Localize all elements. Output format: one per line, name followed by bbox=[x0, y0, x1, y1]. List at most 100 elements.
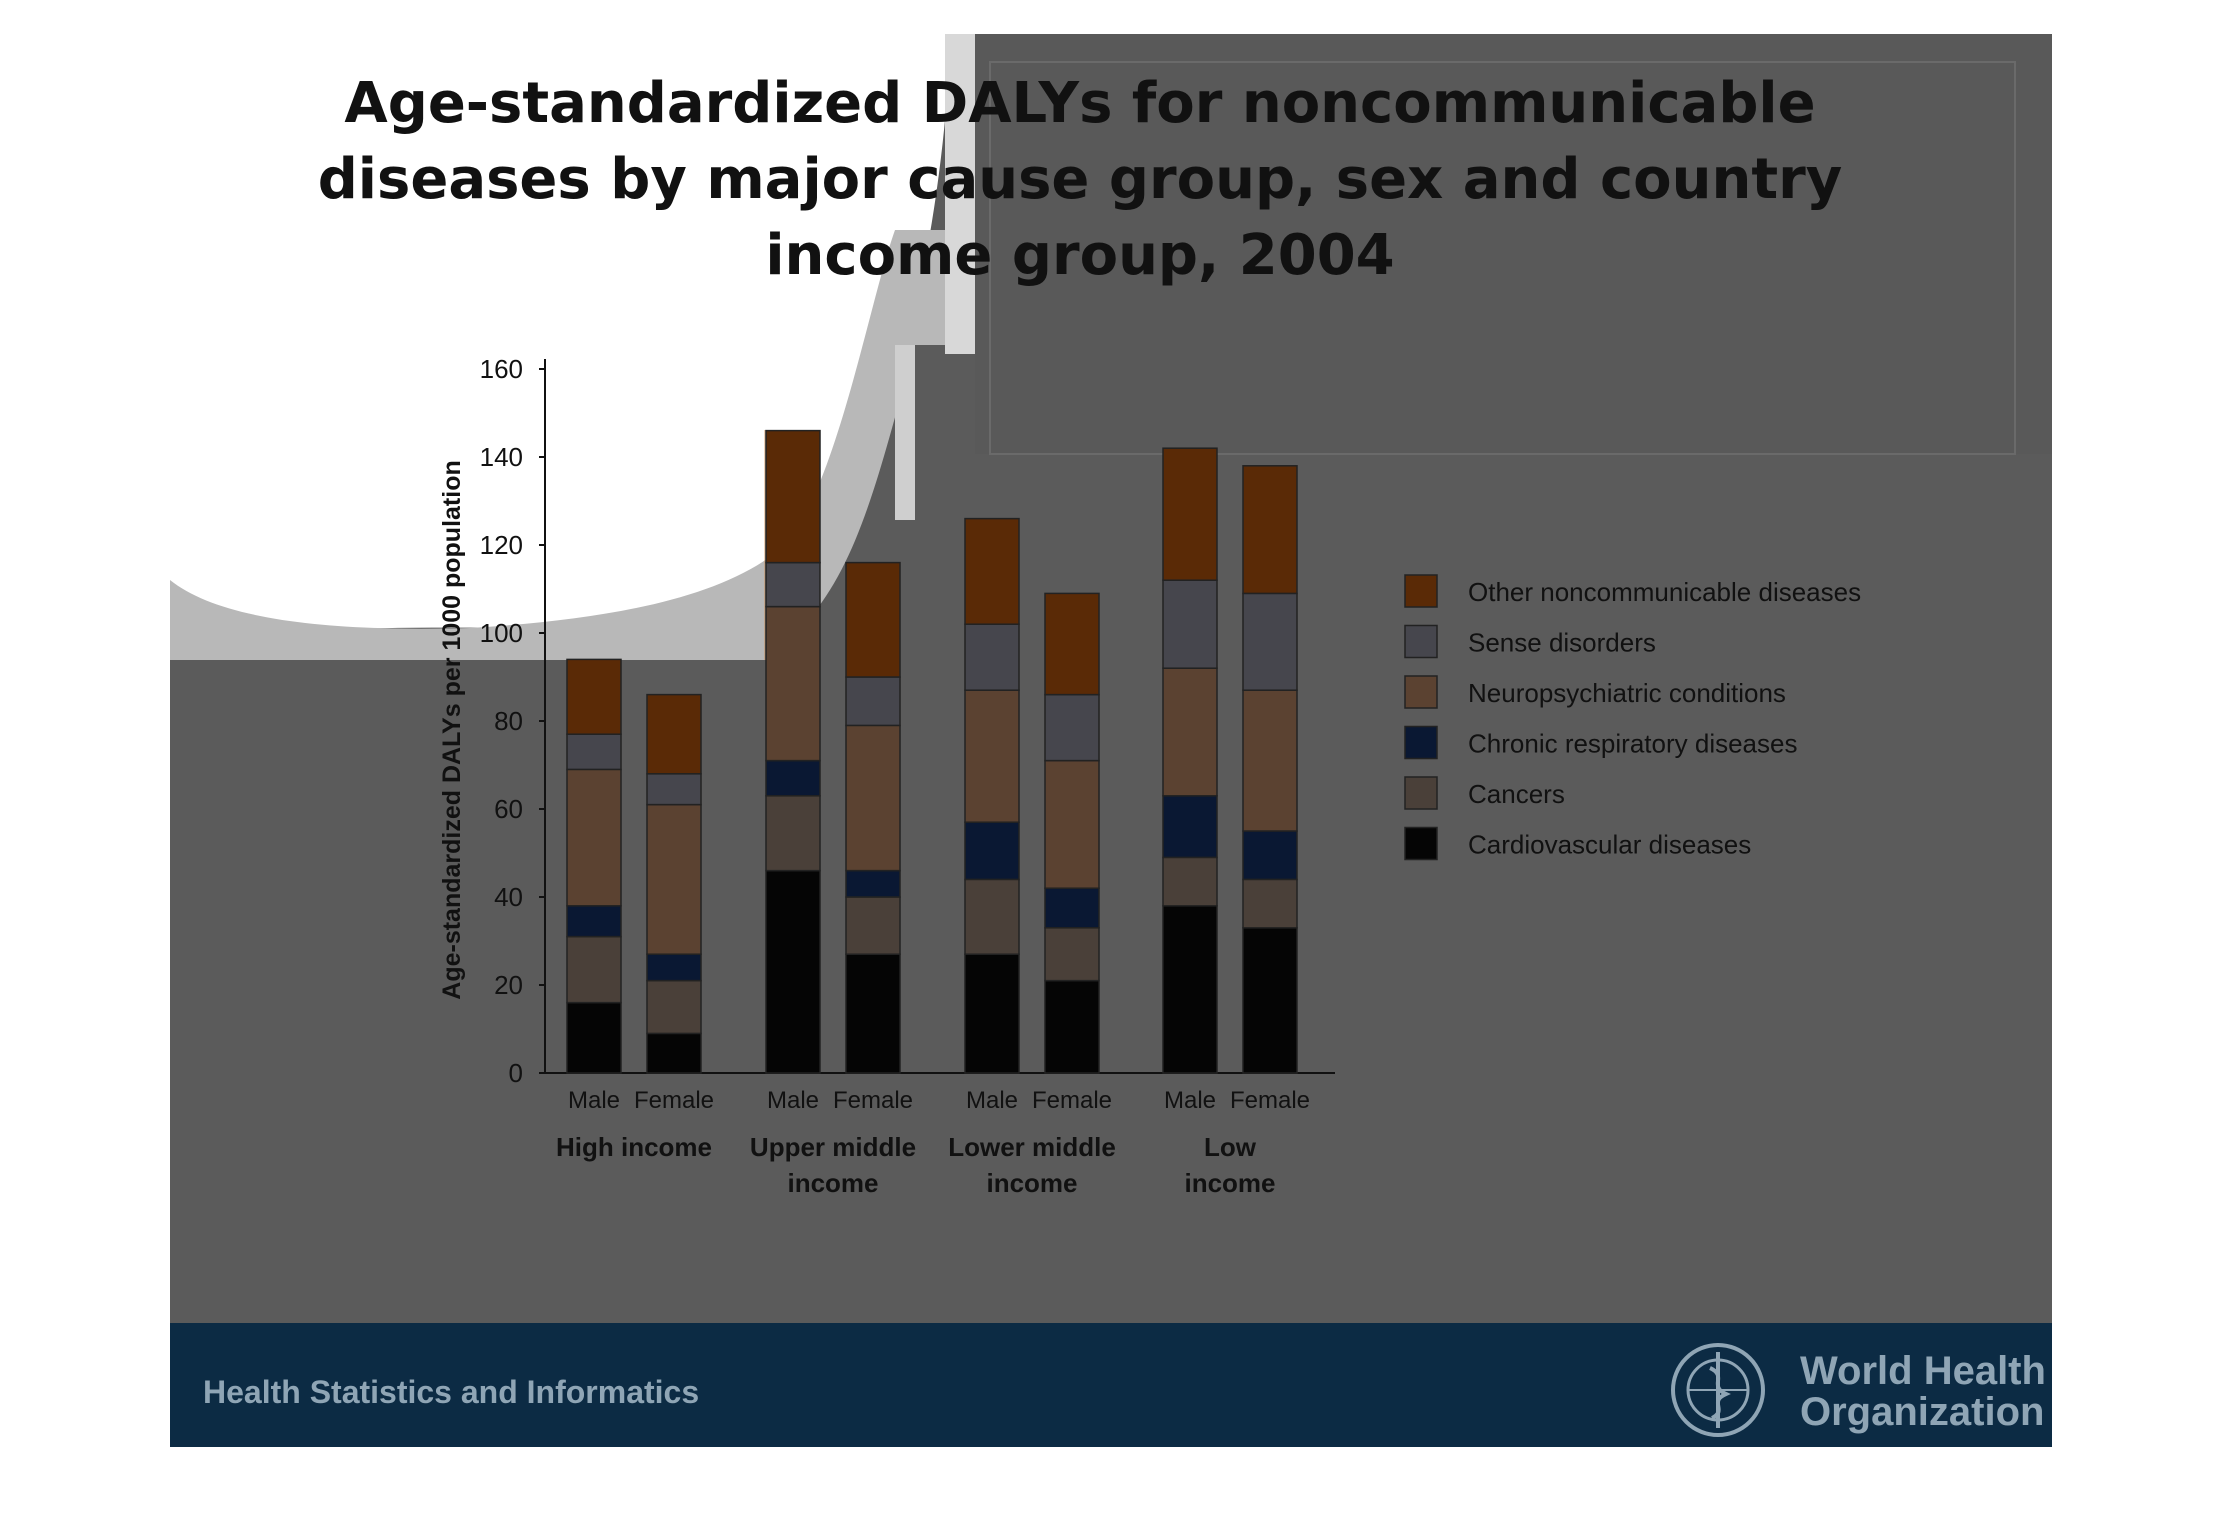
group-label: Upper middle bbox=[750, 1132, 916, 1162]
y-axis-label: Age-standardized DALYs per 1000 populati… bbox=[438, 460, 466, 999]
bar-segment-neuropsychiatric-conditions bbox=[845, 724, 901, 872]
bar-segment-chronic-respiratory-diseases bbox=[845, 869, 901, 898]
legend-swatch bbox=[1404, 776, 1438, 810]
bar-segment-other-noncommunicable-diseases bbox=[566, 658, 622, 735]
bar-segment-cardiovascular-diseases bbox=[1162, 905, 1218, 1074]
bar-segment-other-noncommunicable-diseases bbox=[1162, 447, 1218, 581]
bar-segment-cancers bbox=[646, 979, 702, 1035]
bar-segment-cardiovascular-diseases bbox=[964, 953, 1020, 1074]
bar-segment-chronic-respiratory-diseases bbox=[1242, 830, 1298, 881]
bar-segment-neuropsychiatric-conditions bbox=[964, 689, 1020, 823]
legend-entry: Cardiovascular diseases bbox=[1468, 830, 1751, 860]
bar-segment-cardiovascular-diseases bbox=[646, 1032, 702, 1074]
bar-segment-cancers bbox=[964, 878, 1020, 955]
group-label: Low bbox=[1204, 1132, 1257, 1162]
bar-segment-chronic-respiratory-diseases bbox=[765, 759, 821, 797]
grey-pillar bbox=[945, 34, 975, 354]
legend-swatch bbox=[1404, 826, 1438, 861]
white-curve-area bbox=[170, 34, 945, 640]
bar-segment-sense-disorders bbox=[646, 773, 702, 806]
who-logo-line-2: Organization bbox=[1800, 1390, 2044, 1434]
who-logo-line-1: World Health bbox=[1800, 1349, 2046, 1393]
bar-segment-cardiovascular-diseases bbox=[765, 869, 821, 1074]
y-tick-label: 140 bbox=[480, 442, 523, 472]
bar-segment-other-noncommunicable-diseases bbox=[845, 561, 901, 678]
bar-segment-other-noncommunicable-diseases bbox=[646, 693, 702, 775]
x-tick-label: Female bbox=[1032, 1087, 1112, 1114]
bar-segment-cancers bbox=[1044, 927, 1100, 982]
top-right-frame bbox=[989, 61, 2016, 455]
footer-bar bbox=[170, 1323, 2052, 1447]
legend-entry: Neuropsychiatric conditions bbox=[1468, 678, 1786, 708]
legend-entry: Chronic respiratory diseases bbox=[1468, 729, 1797, 759]
x-tick-label: Female bbox=[1230, 1087, 1310, 1114]
bar-segment-cancers bbox=[1242, 878, 1298, 929]
bar-segment-cardiovascular-diseases bbox=[845, 953, 901, 1074]
legend-entry: Other noncommunicable diseases bbox=[1468, 577, 1861, 607]
bar-segment-neuropsychiatric-conditions bbox=[1242, 689, 1298, 832]
footer-label: Health Statistics and Informatics bbox=[203, 1374, 699, 1410]
bar-segment-cardiovascular-diseases bbox=[1044, 979, 1100, 1074]
slide-title: Age-standardized DALYs for noncommunicab… bbox=[318, 71, 1843, 288]
bar-segment-other-noncommunicable-diseases bbox=[1242, 465, 1298, 595]
bar-segment-other-noncommunicable-diseases bbox=[964, 517, 1020, 625]
bar-segment-chronic-respiratory-diseases bbox=[1162, 795, 1218, 859]
bar-segment-neuropsychiatric-conditions bbox=[646, 803, 702, 955]
chart-legend: Other noncommunicable diseases Sense diso… bbox=[1404, 574, 1861, 861]
bar-segment-neuropsychiatric-conditions bbox=[1162, 667, 1218, 797]
legend-swatch bbox=[1404, 725, 1438, 760]
y-tick-label: 120 bbox=[480, 530, 523, 560]
bar-segment-other-noncommunicable-diseases bbox=[1044, 592, 1100, 696]
grey-pillar-light bbox=[895, 345, 915, 520]
y-tick-label: 20 bbox=[494, 970, 523, 1000]
bar-segment-chronic-respiratory-diseases bbox=[1044, 887, 1100, 929]
y-tick-label: 0 bbox=[509, 1058, 523, 1088]
bar-segment-cardiovascular-diseases bbox=[1242, 927, 1298, 1074]
legend-swatch bbox=[1404, 675, 1438, 709]
group-label: income bbox=[1184, 1168, 1275, 1198]
bar-segment-cancers bbox=[845, 896, 901, 955]
legend-entry: Cancers bbox=[1468, 779, 1565, 809]
bar-segment-chronic-respiratory-diseases bbox=[566, 905, 622, 938]
group-label: income bbox=[787, 1168, 878, 1198]
x-tick-label: Female bbox=[634, 1087, 714, 1114]
group-label: High income bbox=[556, 1132, 712, 1162]
bar-segment-neuropsychiatric-conditions bbox=[566, 768, 622, 907]
bar-segment-sense-disorders bbox=[1044, 693, 1100, 762]
bar-segment-neuropsychiatric-conditions bbox=[1044, 759, 1100, 889]
bar-segment-sense-disorders bbox=[566, 733, 622, 771]
bar-chart: 0 20 40 60 80 100 120 140 160 Age-standardized DA… bbox=[438, 354, 1335, 1198]
x-tick-label: Male bbox=[966, 1087, 1018, 1114]
bar-segment-sense-disorders bbox=[964, 623, 1020, 691]
y-tick-label: 100 bbox=[480, 618, 523, 648]
bar-segment-neuropsychiatric-conditions bbox=[765, 605, 821, 762]
bar-segment-cancers bbox=[765, 795, 821, 872]
y-tick-label: 80 bbox=[494, 706, 523, 736]
bar-segment-chronic-respiratory-diseases bbox=[964, 821, 1020, 881]
legend-swatch bbox=[1404, 624, 1438, 659]
title-line-3: income group, 2004 bbox=[765, 223, 1394, 288]
bar-segment-chronic-respiratory-diseases bbox=[646, 953, 702, 982]
legend-swatch bbox=[1404, 574, 1438, 608]
x-tick-label: Male bbox=[1164, 1087, 1216, 1114]
x-tick-label: Male bbox=[568, 1087, 620, 1114]
y-tick-label: 160 bbox=[480, 354, 523, 384]
y-tick-label: 40 bbox=[494, 882, 523, 912]
bar-segment-cancers bbox=[566, 935, 622, 1004]
title-line-1: Age-standardized DALYs for noncommunicab… bbox=[344, 71, 1815, 136]
bar-segment-sense-disorders bbox=[765, 561, 821, 608]
bar-segment-sense-disorders bbox=[845, 676, 901, 727]
x-tick-label: Female bbox=[833, 1087, 913, 1114]
bar-segment-sense-disorders bbox=[1162, 579, 1218, 669]
group-label: income bbox=[986, 1168, 1077, 1198]
bar-segment-cardiovascular-diseases bbox=[566, 1001, 622, 1074]
bar-segment-cancers bbox=[1162, 856, 1218, 907]
top-right-panel bbox=[975, 34, 2052, 454]
grey-curve-band bbox=[170, 230, 945, 660]
bar-segment-other-noncommunicable-diseases bbox=[765, 429, 821, 564]
bar-segment-sense-disorders bbox=[1242, 592, 1298, 691]
who-emblem-icon bbox=[1671, 1343, 1765, 1437]
x-tick-label: Male bbox=[767, 1087, 819, 1114]
